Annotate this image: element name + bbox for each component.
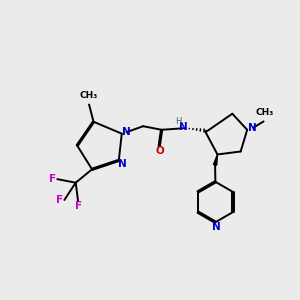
Text: N: N (248, 123, 257, 133)
Text: CH₃: CH₃ (80, 91, 98, 100)
Text: F: F (56, 195, 64, 205)
Text: F: F (49, 174, 56, 184)
Polygon shape (214, 154, 218, 165)
Text: N: N (179, 122, 188, 132)
Text: N: N (118, 159, 127, 169)
Text: N: N (212, 222, 220, 232)
Text: F: F (75, 202, 82, 212)
Text: N: N (122, 127, 131, 137)
Text: CH₃: CH₃ (255, 108, 273, 117)
Text: H: H (175, 117, 181, 126)
Text: O: O (155, 146, 164, 156)
